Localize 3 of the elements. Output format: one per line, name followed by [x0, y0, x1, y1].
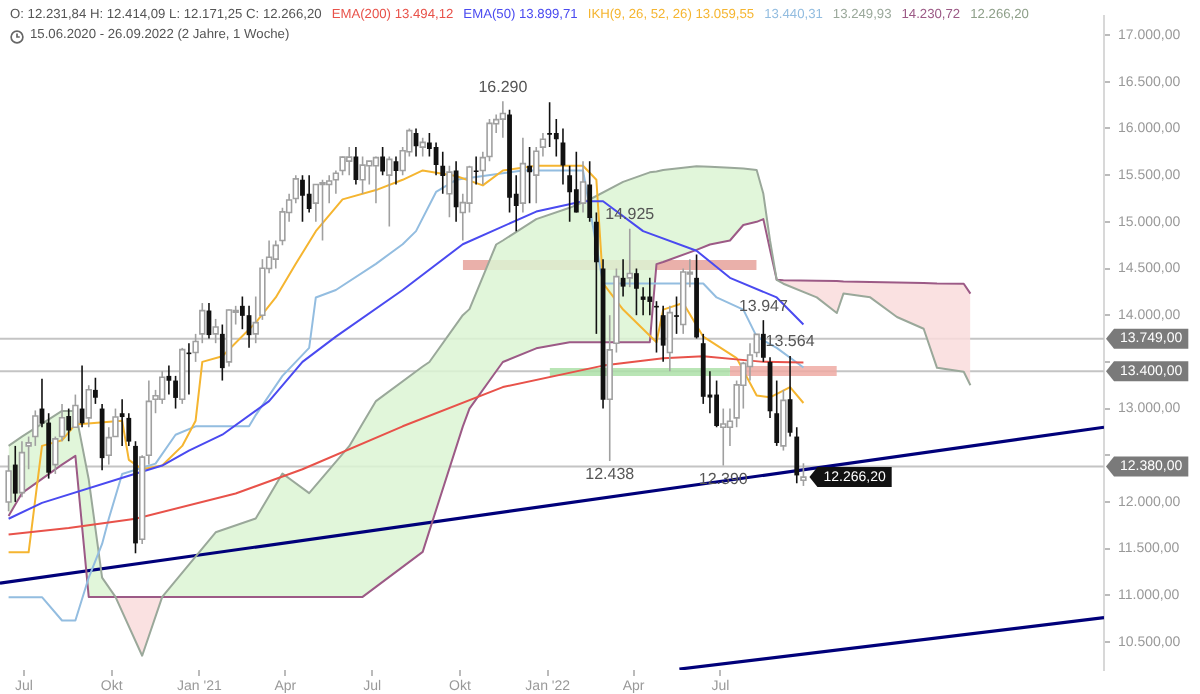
annotation: 12.438 — [585, 465, 636, 484]
annotation: 16.290 — [478, 77, 529, 96]
annotation: 13.564 — [765, 332, 816, 351]
